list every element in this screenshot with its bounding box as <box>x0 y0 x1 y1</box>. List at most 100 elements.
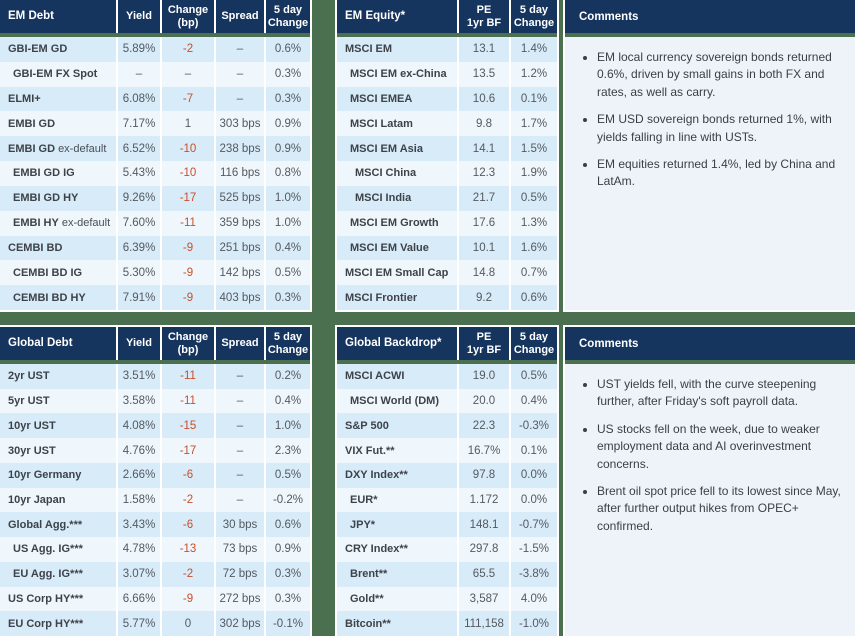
cell-yield: 4.08% <box>118 413 160 439</box>
comment-bullet: Brent oil spot price fell to its lowest … <box>597 483 843 535</box>
cell-spread: 359 bps <box>216 210 264 236</box>
row-label-text: CEMBI BD IG <box>13 266 83 279</box>
cell-spread: 272 bps <box>216 586 264 612</box>
cell-pe-1yr-bf: 3,587 <box>459 586 509 612</box>
row-label: EMBI GD HY <box>0 185 116 211</box>
column-header-spread: Spread <box>216 327 264 360</box>
cell-5day-change: -0.2% <box>266 487 310 513</box>
row-label-text: DXY Index** <box>345 469 408 482</box>
cell-change-bp: 0 <box>162 611 214 636</box>
row-label-text: MSCI EMEA <box>350 93 413 106</box>
row-label-text: MSCI EM Value <box>350 241 429 254</box>
row-label: US Corp HY*** <box>0 586 116 612</box>
cell-5day-change: 0.3% <box>266 561 310 587</box>
row-label: Global Agg.*** <box>0 512 116 538</box>
row-label: DXY Index** <box>337 462 457 488</box>
cell-5day-change: 2.3% <box>266 438 310 463</box>
cell-yield: 3.07% <box>118 561 160 587</box>
cell-yield: 4.78% <box>118 537 160 562</box>
row-label-text: MSCI EM <box>345 43 393 56</box>
cell-pe-1yr-bf: 148.1 <box>459 512 509 538</box>
cell-spread: 73 bps <box>216 537 264 562</box>
cell-5day-change: -1.0% <box>511 611 557 636</box>
row-label: Brent** <box>337 561 457 587</box>
comments-list: EM local currency sovereign bonds return… <box>577 49 843 191</box>
row-label-text: MSCI Latam <box>350 117 413 130</box>
cell-yield: 3.58% <box>118 388 160 414</box>
cell-yield: 6.52% <box>118 136 160 162</box>
cell-spread: 302 bps <box>216 611 264 636</box>
cell-5day-change: 1.9% <box>511 161 557 186</box>
row-label-text: MSCI World (DM) <box>350 395 440 408</box>
cell-5day-change: 0.9% <box>266 136 310 162</box>
cell-5day-change: 0.5% <box>266 462 310 488</box>
cell-pe-1yr-bf: 297.8 <box>459 537 509 562</box>
comments-title: Comments <box>565 0 855 33</box>
row-label: MSCI Latam <box>337 111 457 137</box>
cell-5day-change: -1.5% <box>511 537 557 562</box>
row-label: MSCI ACWI <box>337 364 457 389</box>
comments-body: UST yields fell, with the curve steepeni… <box>565 364 855 636</box>
cell-5day-change: 1.4% <box>511 37 557 62</box>
cell-pe-1yr-bf: 19.0 <box>459 364 509 389</box>
top-row: EM Debt Yield Change (bp) Spread 5 day Chan… <box>0 0 855 312</box>
column-header-change-bp: Change (bp) <box>162 0 214 33</box>
cell-change-bp: -11 <box>162 388 214 414</box>
cell-5day-change: -0.7% <box>511 512 557 538</box>
row-label-text: S&P 500 <box>345 419 389 432</box>
row-label-text: 10yr Japan <box>8 493 66 506</box>
cell-change-bp: -9 <box>162 235 214 261</box>
cell-change-bp: -9 <box>162 586 214 612</box>
row-label: MSCI China <box>337 161 457 186</box>
cell-change-bp: -9 <box>162 260 214 286</box>
cell-pe-1yr-bf: 14.8 <box>459 260 509 286</box>
cell-change-bp: -17 <box>162 185 214 211</box>
cell-change-bp: – <box>162 61 214 87</box>
cell-change-bp: -10 <box>162 161 214 186</box>
cell-change-bp: -2 <box>162 487 214 513</box>
row-label: GBI-EM GD <box>0 37 116 62</box>
column-header-yield: Yield <box>118 0 160 33</box>
comment-bullet: US stocks fell on the week, due to weake… <box>597 421 843 473</box>
cell-pe-1yr-bf: 22.3 <box>459 413 509 439</box>
table-title: EM Equity* <box>337 0 457 33</box>
cell-pe-1yr-bf: 21.7 <box>459 185 509 211</box>
cell-spread: – <box>216 413 264 439</box>
cell-pe-1yr-bf: 12.3 <box>459 161 509 186</box>
em-debt-body: GBI-EM GD 5.89% -2–0.6% GBI-EM FX Spot – – –0.… <box>0 37 310 310</box>
row-label-text: EMBI GD <box>8 142 56 155</box>
row-label: CRY Index** <box>337 537 457 562</box>
cell-spread: 142 bps <box>216 260 264 286</box>
row-label: MSCI EM Growth <box>337 210 457 236</box>
row-label-text: Brent** <box>350 568 388 581</box>
row-label: CEMBI BD <box>0 235 116 261</box>
global-debt-body: 2yr UST 3.51% -11–0.2% 5yr UST 3.58% -11–0.4%… <box>0 364 310 636</box>
green-divider <box>337 33 557 37</box>
cell-5day-change: 0.5% <box>266 260 310 286</box>
cell-spread: 525 bps <box>216 185 264 211</box>
row-label-text: EMBI HY <box>13 217 59 230</box>
cell-pe-1yr-bf: 13.1 <box>459 37 509 62</box>
cell-change-bp: -2 <box>162 37 214 62</box>
comment-bullet: EM equities returned 1.4%, led by China … <box>597 156 843 191</box>
cell-5day-change: -3.8% <box>511 561 557 587</box>
row-label: 30yr UST <box>0 438 116 463</box>
cell-yield: 5.89% <box>118 37 160 62</box>
cell-yield: – <box>118 61 160 87</box>
row-label: CEMBI BD HY <box>0 285 116 310</box>
cell-change-bp: -13 <box>162 537 214 562</box>
cell-yield: 7.17% <box>118 111 160 137</box>
row-label: 10yr Germany <box>0 462 116 488</box>
row-label-text: MSCI China <box>355 167 417 180</box>
row-label-text: 10yr Germany <box>8 469 82 482</box>
row-label: S&P 500 <box>337 413 457 439</box>
cell-pe-1yr-bf: 9.8 <box>459 111 509 137</box>
row-label-text: EU Agg. IG*** <box>13 568 83 581</box>
column-header-yield: Yield <box>118 327 160 360</box>
cell-spread: – <box>216 364 264 389</box>
row-label-text: GBI-EM FX Spot <box>13 68 98 81</box>
cell-5day-change: 0.3% <box>266 86 310 112</box>
row-label: MSCI World (DM) <box>337 388 457 414</box>
cell-pe-1yr-bf: 20.0 <box>459 388 509 414</box>
